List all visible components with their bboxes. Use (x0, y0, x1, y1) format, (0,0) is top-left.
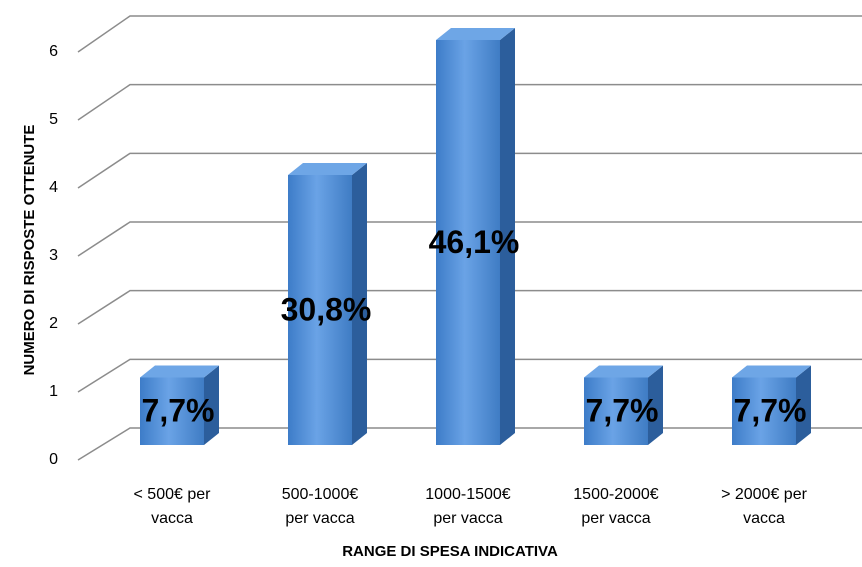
bar (140, 377, 204, 445)
bar-side (500, 28, 515, 445)
grid-line (77, 152, 862, 189)
y-axis-title: NUMERO DI RISPOSTE OTTENUTE (21, 125, 38, 376)
grid-line (77, 83, 862, 121)
bar-top (436, 28, 515, 40)
grid-line (77, 289, 862, 325)
grid-line (77, 221, 862, 257)
bar (584, 377, 648, 445)
annotation: 30,8% (281, 291, 372, 327)
bar (436, 40, 500, 445)
y-tick-label: 2 (49, 315, 58, 332)
bar-side (204, 365, 219, 445)
bar-top (140, 365, 219, 378)
annotation: 7,7% (586, 393, 659, 429)
bar-side (648, 365, 663, 445)
y-tick-label: 6 (49, 43, 58, 60)
grid-line (77, 358, 862, 393)
bar-side (352, 163, 367, 445)
y-tick-label: 5 (49, 111, 58, 128)
bar (732, 377, 796, 445)
bar-top (732, 365, 811, 378)
y-tick-label: 1 (49, 383, 58, 400)
x-axis-title: RANGE DI SPESA INDICATIVA (342, 543, 558, 560)
bar-side (796, 365, 811, 445)
annotation: 46,1% (429, 224, 520, 260)
bar-top (584, 365, 663, 378)
bar (288, 175, 352, 445)
y-tick-label: 3 (49, 247, 58, 264)
grid-line (77, 15, 862, 53)
x-tick-label: < 500€ per vacca (133, 486, 211, 527)
annotation: 7,7% (142, 393, 215, 429)
y-tick-label: 4 (49, 179, 58, 196)
x-tick-label: > 2000€ per vacca (721, 486, 807, 527)
bar-top (288, 163, 367, 175)
annotation: 7,7% (734, 393, 807, 429)
x-tick-label: 1000-1500€ per vacca (425, 486, 511, 527)
x-tick-label: 500-1000€ per vacca (281, 486, 359, 527)
x-tick-label: 1500-2000€ per vacca (573, 486, 659, 527)
y-tick-label: 0 (49, 451, 58, 468)
